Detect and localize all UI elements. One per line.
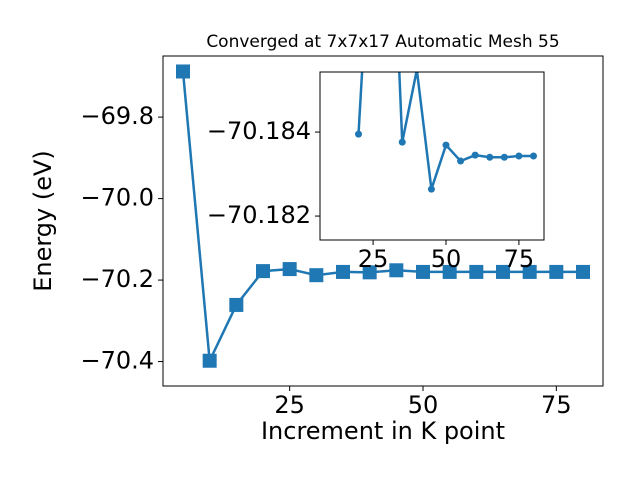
marker (496, 264, 510, 279)
x-tick-label: 75 (504, 245, 535, 273)
x-tick-label: 50 (408, 391, 439, 419)
marker (500, 153, 508, 161)
y-tick-label: −70.2 (80, 265, 154, 293)
marker (229, 297, 244, 312)
y-tick-label: −70.4 (80, 347, 154, 375)
x-tick-label: 25 (358, 245, 389, 273)
marker (176, 64, 190, 79)
x-tick-label: 50 (431, 245, 462, 273)
marker (355, 130, 362, 138)
marker (256, 264, 270, 279)
marker (522, 264, 537, 279)
marker (442, 264, 457, 279)
x-tick-label: 25 (274, 391, 305, 419)
marker (530, 152, 537, 160)
marker (309, 268, 324, 283)
marker (416, 264, 430, 279)
y-axis-label: Energy (eV) (29, 150, 57, 292)
marker (427, 185, 435, 193)
marker (471, 151, 479, 159)
y-tick-label: −70.0 (80, 184, 154, 212)
marker (469, 264, 484, 279)
x-axis-label: Increment in K point (261, 417, 505, 445)
marker (362, 265, 377, 280)
y-tick-label: −69.8 (80, 102, 154, 130)
marker (486, 153, 494, 161)
plot-layer (355, 72, 537, 193)
marker (282, 262, 297, 277)
x-tick-label: 75 (541, 391, 572, 419)
marker (457, 157, 465, 165)
y-tick-label: −70.182 (207, 201, 311, 229)
marker (202, 353, 217, 368)
axes-frame (319, 71, 545, 241)
marker (549, 264, 564, 279)
marker (515, 152, 523, 160)
axes-frame (162, 55, 604, 387)
marker (576, 264, 590, 279)
marker (398, 138, 406, 146)
y-tick-label: −70.184 (207, 117, 311, 145)
marker (336, 264, 350, 279)
marker (442, 141, 450, 149)
plot-layer (176, 64, 590, 368)
marker (389, 263, 404, 278)
chart-title: Converged at 7x7x17 Automatic Mesh 55 (206, 32, 559, 52)
series-line (181, 71, 583, 366)
